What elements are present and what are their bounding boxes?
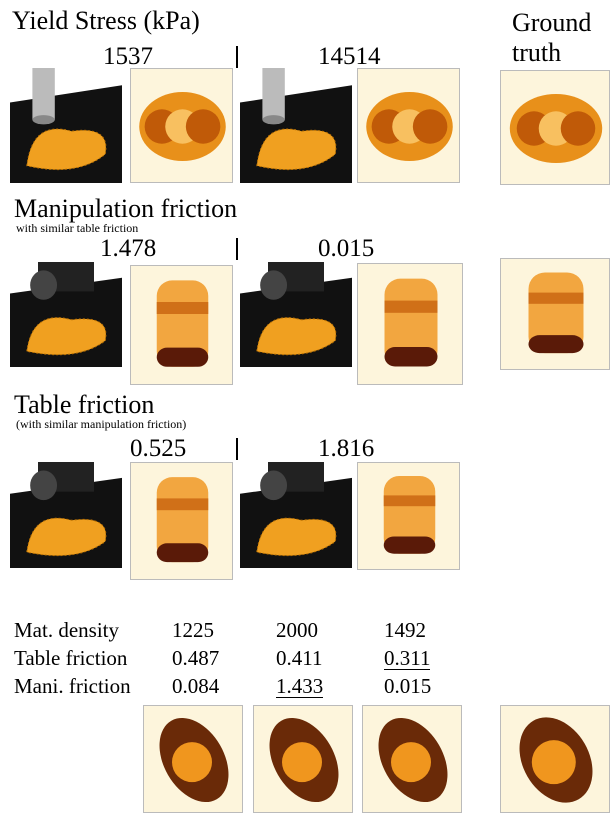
heatmap [130, 462, 233, 580]
sim-render [10, 462, 122, 568]
section-subtitle: with similar table friction [16, 221, 139, 235]
heatmap [130, 68, 233, 183]
section-subtitle: (with similar manipulation friction) [16, 417, 187, 431]
heatmap-art [159, 717, 229, 803]
render-art [240, 462, 352, 568]
heatmap-art [269, 717, 339, 803]
heatmap [500, 705, 610, 813]
table-value: 1225 [172, 618, 214, 642]
param-value: 1.816 [318, 435, 375, 462]
ground-truth-label: Ground truth [512, 8, 592, 67]
heatmap-art [528, 272, 584, 354]
heatmap-art [378, 717, 448, 803]
sim-render [240, 262, 352, 367]
heatmap [357, 263, 463, 385]
section-title: Manipulation friction [14, 194, 238, 223]
sim-render [10, 262, 122, 367]
render-art [240, 262, 352, 367]
heatmap-art [383, 475, 436, 554]
heatmap-art [156, 280, 209, 367]
param-value: 14514 [318, 43, 381, 70]
table-value: 1492 [384, 618, 426, 642]
section-title: Table friction [14, 390, 155, 419]
table-value: 0.487 [172, 646, 220, 670]
heatmap [500, 70, 610, 185]
sim-render [10, 68, 122, 183]
param-value: 0.525 [130, 435, 187, 462]
row-label: Mani. friction [14, 674, 131, 698]
table-value: 0.084 [172, 674, 220, 698]
heatmap-art [139, 92, 226, 161]
render-art [10, 68, 122, 183]
param-value: 1.478 [100, 235, 157, 262]
separator [236, 438, 238, 460]
render-art [10, 262, 122, 367]
heatmap [362, 705, 462, 813]
heatmap-art [366, 92, 453, 161]
heatmap-art [509, 94, 603, 163]
heatmap-art [156, 477, 209, 563]
table-value: 1.433 [276, 674, 324, 698]
heatmap [143, 705, 243, 813]
render-art [10, 462, 122, 568]
table-value: 0.015 [384, 674, 432, 698]
heatmap [130, 265, 233, 385]
heatmap [357, 68, 460, 183]
sim-render [240, 462, 352, 568]
param-value: 1537 [103, 43, 153, 70]
sim-render [240, 68, 352, 183]
render-art [240, 68, 352, 183]
table-value: 0.311 [384, 646, 431, 670]
heatmap [357, 462, 460, 570]
table-value: 0.411 [276, 646, 323, 670]
heatmap-art [384, 278, 438, 367]
row-label: Table friction [14, 646, 128, 670]
section-title: Yield Stress (kPa) [12, 6, 200, 35]
separator [236, 238, 238, 260]
heatmap [253, 705, 353, 813]
row-label: Mat. density [14, 618, 119, 642]
separator [236, 46, 238, 68]
heatmap-art [519, 717, 593, 803]
param-value: 0.015 [318, 235, 375, 262]
heatmap [500, 258, 610, 370]
table-value: 2000 [276, 618, 318, 642]
